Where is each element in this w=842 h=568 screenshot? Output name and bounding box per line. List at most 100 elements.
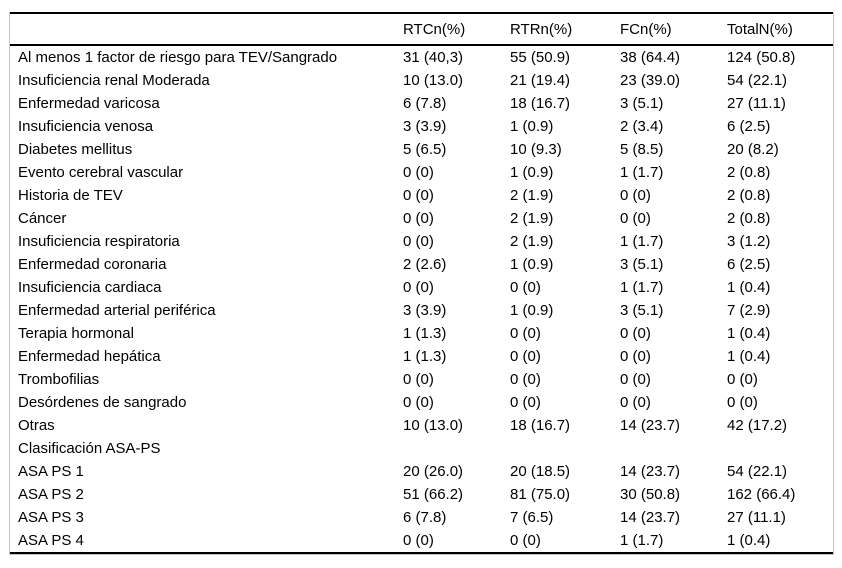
table-row: Enfermedad coronaria 2 (2.6) 1 (0.9) 3 (… [10,253,833,276]
cell-total: 54 (22.1) [727,72,788,89]
cell-rtr: 10 (9.3) [510,141,562,158]
cell-fc [620,437,727,460]
cell-rtc: 3 (3.9) [403,302,447,319]
cell-fc: 1 (1.7) [620,164,664,181]
cell-fc: 3 (5.1) [620,256,664,273]
row-label: Otras [18,417,55,434]
cell-rtc: 20 (26.0) [403,463,464,480]
cell-rtc: 31 (40,3) [403,49,464,66]
cell-fc: 38 (64.4) [620,49,681,66]
cell-rtr: 18 (16.7) [510,417,571,434]
column-header-total: TotalN(%) [727,13,833,46]
row-label: Enfermedad coronaria [18,256,167,273]
cell-total: 1 (0.4) [727,279,771,296]
table-row: Historia de TEV 0 (0) 2 (1.9) 0 (0) 2 (0… [10,184,833,207]
cell-rtr: 0 (0) [510,348,541,365]
table-row: Insuficiencia cardiaca 0 (0) 0 (0) 1 (1.… [10,276,833,299]
cell-rtc: 0 (0) [403,233,434,250]
cell-fc: 1 (1.7) [620,279,664,296]
cell-fc: 14 (23.7) [620,509,681,526]
table-row: Evento cerebral vascular 0 (0) 1 (0.9) 1… [10,161,833,184]
cell-rtr: 0 (0) [510,532,541,549]
cell-rtc: 3 (3.9) [403,118,447,135]
row-label: Trombofilias [18,371,100,388]
row-label: Historia de TEV [18,187,123,204]
cell-fc: 14 (23.7) [620,463,681,480]
cell-rtr: 0 (0) [510,371,541,388]
cell-rtr: 2 (1.9) [510,210,554,227]
column-header-rtr: RTRn(%) [510,13,620,46]
row-label: Cáncer [18,210,67,227]
row-label: ASA PS 1 [18,463,84,480]
cell-rtr: 0 (0) [510,394,541,411]
table-row: Diabetes mellitus 5 (6.5) 10 (9.3) 5 (8.… [10,138,833,161]
cell-rtc: 5 (6.5) [403,141,447,158]
row-label: Diabetes mellitus [18,141,133,158]
cell-total: 7 (2.9) [727,302,771,319]
cell-rtr: 21 (19.4) [510,72,571,89]
cell-rtc: 1 (1.3) [403,348,447,365]
cell-fc: 0 (0) [620,348,651,365]
table-row: Enfermedad varicosa 6 (7.8) 18 (16.7) 3 … [10,92,833,115]
cell-rtc: 0 (0) [403,164,434,181]
row-label: Insuficiencia venosa [18,118,154,135]
row-label: Insuficiencia renal Moderada [18,72,210,89]
table-row: ASA PS 1 20 (26.0) 20 (18.5) 14 (23.7) 5… [10,460,833,483]
cell-total [727,437,833,460]
cell-rtr: 2 (1.9) [510,187,554,204]
cell-fc: 3 (5.1) [620,302,664,319]
cell-fc: 1 (1.7) [620,233,664,250]
row-label: ASA PS 2 [18,486,84,503]
cell-rtc: 10 (13.0) [403,417,464,434]
cell-fc: 0 (0) [620,394,651,411]
row-label: Al menos 1 factor de riesgo para TEV/San… [18,49,338,66]
cell-rtr: 0 (0) [510,279,541,296]
table-row: Trombofilias 0 (0) 0 (0) 0 (0) 0 (0) [10,368,833,391]
cell-total: 0 (0) [727,371,758,388]
table-row: Desórdenes de sangrado 0 (0) 0 (0) 0 (0)… [10,391,833,414]
cell-rtc: 6 (7.8) [403,95,447,112]
cell-total: 42 (17.2) [727,417,788,434]
cell-fc: 1 (1.7) [620,532,664,549]
cell-rtc: 51 (66.2) [403,486,464,503]
cell-total: 20 (8.2) [727,141,779,158]
row-label: ASA PS 4 [18,532,84,549]
cell-rtr: 0 (0) [510,325,541,342]
table-row: ASA PS 4 0 (0) 0 (0) 1 (1.7) 1 (0.4) [10,529,833,553]
cell-rtr: 55 (50.9) [510,49,571,66]
cell-rtc: 1 (1.3) [403,325,447,342]
cell-total: 124 (50.8) [727,49,796,66]
cell-rtc: 0 (0) [403,210,434,227]
cell-rtc: 0 (0) [403,279,434,296]
risk-factors-table: RTCn(%) RTRn(%) FCn(%) TotalN(%) Al meno… [10,12,833,554]
row-label: Insuficiencia respiratoria [18,233,180,250]
table-body: Al menos 1 factor de riesgo para TEV/San… [10,45,833,553]
table-row: Insuficiencia venosa 3 (3.9) 1 (0.9) 2 (… [10,115,833,138]
cell-rtr: 1 (0.9) [510,302,554,319]
cell-rtc: 10 (13.0) [403,72,464,89]
row-label: Desórdenes de sangrado [18,394,187,411]
cell-total: 0 (0) [727,394,758,411]
cell-rtc: 0 (0) [403,371,434,388]
column-header-rtc: RTCn(%) [403,13,510,46]
header-row: RTCn(%) RTRn(%) FCn(%) TotalN(%) [10,13,833,46]
cell-total: 3 (1.2) [727,233,771,250]
cell-rtc: 6 (7.8) [403,509,447,526]
cell-rtr: 20 (18.5) [510,463,571,480]
cell-rtc: 2 (2.6) [403,256,447,273]
column-header-fc: FCn(%) [620,13,727,46]
column-header-empty [10,13,403,46]
cell-fc: 0 (0) [620,371,651,388]
cell-rtr: 18 (16.7) [510,95,571,112]
cell-fc: 0 (0) [620,325,651,342]
cell-total: 1 (0.4) [727,532,771,549]
row-label: Clasificación ASA-PS [18,440,161,457]
cell-fc: 0 (0) [620,210,651,227]
table-row: Insuficiencia renal Moderada 10 (13.0) 2… [10,69,833,92]
cell-fc: 5 (8.5) [620,141,664,158]
table-row: Terapia hormonal 1 (1.3) 0 (0) 0 (0) 1 (… [10,322,833,345]
cell-rtc: 0 (0) [403,394,434,411]
row-label: Evento cerebral vascular [18,164,184,181]
table-row: ASA PS 2 51 (66.2) 81 (75.0) 30 (50.8) 1… [10,483,833,506]
row-label: ASA PS 3 [18,509,84,526]
